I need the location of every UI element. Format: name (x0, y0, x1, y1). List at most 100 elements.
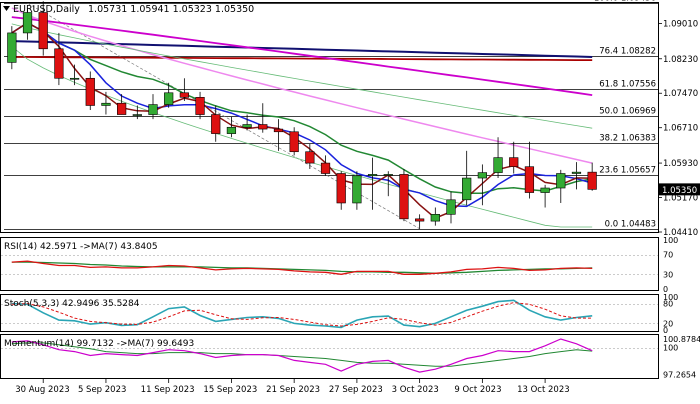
candle (571, 162, 582, 190)
ma-100-line (11, 40, 593, 58)
current-price-label: 1.05350 (662, 186, 697, 196)
candle (226, 116, 237, 138)
time-axis-label: 13 Oct 2023 (517, 385, 570, 395)
bullish-candle-body (462, 177, 472, 201)
candle (242, 114, 252, 131)
candle (336, 171, 346, 210)
candle (101, 91, 111, 115)
ma-30-line (11, 7, 593, 164)
bullish-candle-body (352, 175, 362, 204)
bollinger-upper-line (11, 23, 593, 129)
bullish-candle-body (571, 171, 582, 174)
candle (477, 164, 487, 206)
fib-label: 100.0 1.09456 (594, 0, 656, 4)
indicator-axis-label: 30 (663, 270, 673, 279)
bearish-candle-body (289, 131, 299, 153)
indicator-axis-label: 100.8784 (663, 335, 700, 344)
bullish-candle-body (7, 32, 17, 63)
ma-5-line (11, 21, 593, 208)
candlesticks (7, 1, 597, 229)
bearish-candle-body (211, 114, 221, 134)
bearish-candle-body (117, 102, 127, 115)
candle (524, 141, 535, 199)
candle (493, 137, 503, 179)
fib-label: 0.0 1.04483 (605, 220, 656, 230)
candle (305, 144, 315, 169)
bearish-candle-body (195, 97, 205, 115)
bearish-candle-body (38, 12, 48, 50)
bullish-candle-body (22, 12, 33, 34)
candle (54, 32, 64, 86)
indicator-axis-label: 100 (663, 344, 678, 353)
bullish-candle-body (367, 174, 378, 177)
momentum-line (11, 338, 593, 373)
bullish-candle-body (226, 126, 237, 134)
momentum-title: Momentum(14) 99.7132 ->MA(7) 99.6493 (4, 339, 194, 349)
candle (195, 91, 205, 120)
fib-label: 76.4 1.08282 (599, 47, 656, 57)
bullish-candle-body (556, 173, 566, 189)
indicator-axis-label: 100 (663, 293, 678, 302)
stoch-panel-frame (0, 294, 659, 332)
bullish-candle-body (148, 104, 158, 115)
ma-55-line (11, 16, 593, 96)
moving-averages (11, 7, 593, 228)
stoch-d-line (11, 302, 593, 327)
price-axis-label: 1.05170 (663, 194, 698, 204)
bullish-candle-body (132, 114, 142, 116)
candle (556, 169, 566, 203)
bullish-candle-body (446, 199, 456, 215)
rsi-title: RSI(14) 42.5971 ->MA(7) 43.8405 (4, 242, 158, 252)
fib-label: 50.0 1.06969 (599, 107, 656, 117)
bearish-candle-body (524, 166, 535, 193)
candle (462, 150, 472, 206)
stoch-title: Stoch(5,3,3) 42.9496 35.5284 (4, 299, 140, 309)
bearish-candle-body (258, 124, 268, 130)
bullish-candle-body (383, 174, 393, 176)
candle (164, 82, 174, 108)
time-axis-label: 21 Sep 2023 (266, 385, 320, 395)
bullish-candle-body (430, 214, 440, 222)
candle (446, 191, 456, 224)
candle (399, 168, 409, 222)
fib-label: 23.6 1.05657 (599, 166, 656, 176)
candle (367, 157, 378, 210)
price-axis-label: 1.04410 (663, 228, 698, 238)
candle (415, 214, 425, 229)
time-axis-label: 30 Aug 2023 (15, 385, 69, 395)
rsi-ma-line (11, 261, 593, 274)
time-axis-label: 15 Sep 2023 (203, 385, 257, 395)
ma-200-line (11, 56, 593, 61)
price-axis-label: 1.09010 (663, 19, 698, 29)
momentum-panel-frame (0, 334, 659, 379)
candle (273, 119, 284, 151)
price-axis-label: 1.05930 (663, 159, 698, 169)
stoch-k-line (11, 299, 593, 329)
bearish-candle-body (273, 128, 284, 133)
time-axis-label: 5 Sep 2023 (78, 385, 126, 395)
bullish-candle-body (477, 172, 487, 179)
bearish-candle-body (399, 174, 409, 220)
candle (22, 7, 33, 40)
time-axis-label: 27 Sep 2023 (329, 385, 383, 395)
indicator-axis-label: 20 (663, 319, 673, 328)
candle (7, 26, 17, 70)
candle (430, 207, 440, 226)
fib-label: 61.8 1.07556 (599, 80, 656, 90)
indicator-axis-label: 100 (663, 236, 678, 245)
current-price-marker (659, 183, 700, 196)
bearish-candle-body (336, 173, 346, 204)
candle (132, 105, 142, 120)
candle (540, 184, 550, 208)
price-axis-label: 1.06710 (663, 124, 698, 134)
bearish-candle-body (85, 77, 95, 106)
candle (211, 105, 221, 142)
main-panel-frame (0, 2, 659, 233)
collapse-triangle-icon[interactable] (3, 6, 10, 11)
symbol-label: EURUSD,Daily (13, 4, 80, 15)
candle (509, 141, 519, 174)
rsi-panel: 100 70 30 0 (1, 236, 678, 294)
